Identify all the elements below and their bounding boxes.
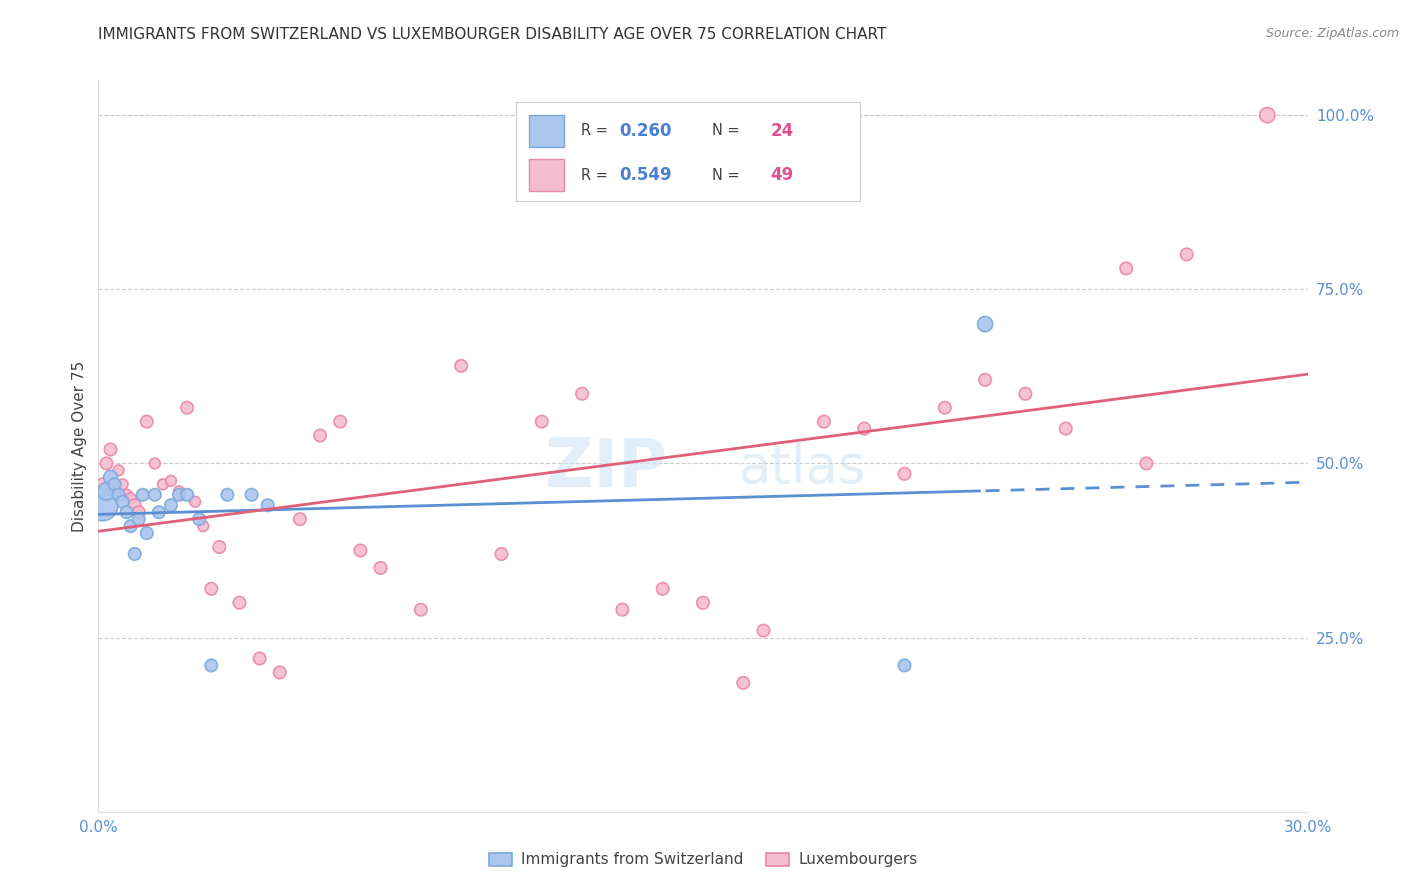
Point (409, 603, 432, 617)
Point (96, 457, 118, 471)
Point (107, 463, 129, 477)
Legend: Immigrants from Switzerland, Luxembourgers: Immigrants from Switzerland, Luxembourge… (482, 847, 924, 873)
Point (120, 491, 142, 506)
Point (100, 442, 122, 457)
Point (135, 526, 157, 541)
Point (256, 498, 278, 512)
Point (1115, 261, 1137, 276)
Point (188, 512, 211, 526)
Point (148, 505, 170, 519)
Point (176, 401, 198, 415)
Point (100, 470, 122, 484)
Point (934, 401, 956, 415)
Point (370, 561, 392, 575)
Point (530, 415, 553, 429)
Point (228, 596, 250, 610)
Point (974, 373, 997, 387)
Point (1014, 386, 1036, 401)
Point (193, 519, 215, 533)
Point (143, 488, 166, 502)
Point (1135, 457, 1157, 471)
Point (143, 457, 166, 471)
Point (288, 512, 311, 526)
Point (752, 624, 775, 638)
Point (91, 498, 114, 512)
Point (571, 386, 593, 401)
Point (107, 488, 129, 502)
Point (152, 477, 174, 491)
Point (91, 477, 114, 491)
Text: ZIP: ZIP (544, 435, 666, 501)
Point (132, 488, 155, 502)
Point (692, 596, 714, 610)
Point (813, 415, 835, 429)
Point (733, 676, 755, 690)
Text: IMMIGRANTS FROM SWITZERLAND VS LUXEMBOURGER DISABILITY AGE OVER 75 CORRELATION C: IMMIGRANTS FROM SWITZERLAND VS LUXEMBOUR… (98, 27, 887, 42)
Point (115, 505, 138, 519)
Point (853, 421, 876, 435)
Point (120, 519, 142, 533)
Point (1054, 421, 1077, 435)
Point (160, 474, 183, 488)
Point (249, 651, 271, 665)
Point (893, 658, 915, 673)
Point (200, 582, 222, 596)
Point (96, 484, 118, 499)
Point (1175, 247, 1198, 261)
Point (208, 540, 231, 554)
Point (184, 494, 207, 508)
Point (491, 547, 513, 561)
Point (115, 488, 138, 502)
Point (974, 317, 997, 331)
Point (128, 512, 150, 526)
Point (200, 658, 222, 673)
Point (167, 488, 190, 502)
Point (612, 603, 634, 617)
Point (893, 467, 915, 481)
Point (167, 484, 190, 499)
Point (103, 484, 125, 499)
Y-axis label: Disability Age Over 75: Disability Age Over 75 (72, 360, 87, 532)
Text: atlas: atlas (740, 442, 866, 494)
Point (217, 488, 239, 502)
Point (111, 494, 134, 508)
Point (103, 477, 125, 491)
Text: Source: ZipAtlas.com: Source: ZipAtlas.com (1265, 27, 1399, 40)
Point (160, 498, 183, 512)
Point (128, 505, 150, 519)
Point (349, 543, 371, 558)
Point (124, 547, 146, 561)
Point (450, 359, 472, 373)
Point (240, 488, 263, 502)
Point (1256, 108, 1278, 122)
Point (651, 582, 673, 596)
Point (111, 477, 134, 491)
Point (135, 415, 157, 429)
Point (176, 488, 198, 502)
Point (309, 428, 332, 442)
Point (124, 498, 146, 512)
Point (269, 665, 291, 680)
Point (329, 415, 352, 429)
